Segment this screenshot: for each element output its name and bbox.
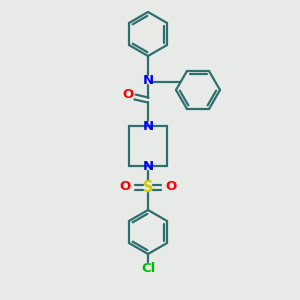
Text: O: O <box>165 181 177 194</box>
Text: N: N <box>142 119 154 133</box>
Text: O: O <box>122 88 134 101</box>
Text: S: S <box>143 179 153 194</box>
Text: N: N <box>142 74 154 86</box>
Text: N: N <box>142 160 154 172</box>
Text: O: O <box>119 181 130 194</box>
Text: Cl: Cl <box>141 262 155 275</box>
